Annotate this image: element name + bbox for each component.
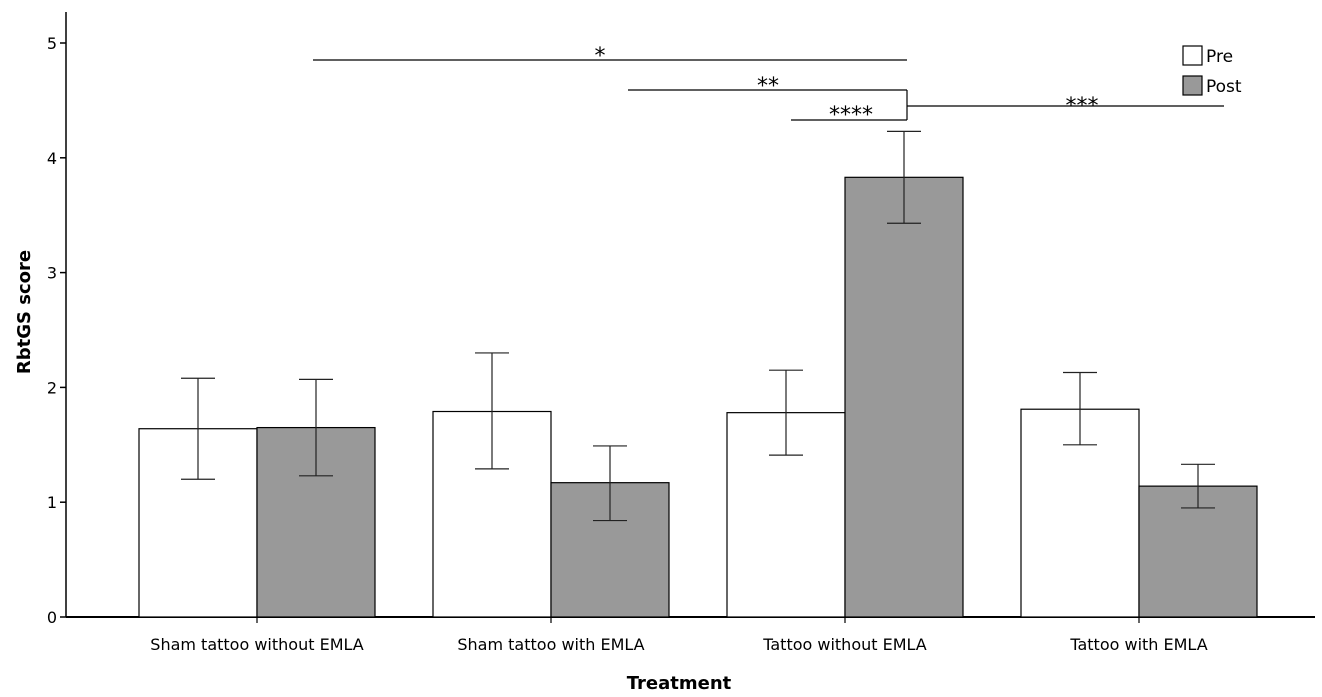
y-tick-label: 0 <box>47 608 57 627</box>
bars <box>138 176 1258 618</box>
significance-label: *** <box>1066 94 1099 119</box>
y-tick-label: 4 <box>47 149 57 168</box>
y-tick-label: 2 <box>47 378 57 397</box>
significance-label: **** <box>829 103 873 128</box>
bar-post <box>844 176 964 618</box>
x-tick-label: Tattoo with EMLA <box>1069 635 1207 654</box>
x-axis-title: Treatment <box>627 673 732 694</box>
x-tick-label: Sham tattoo without EMLA <box>150 635 363 654</box>
legend: Pre Post <box>1182 45 1242 97</box>
x-tick-label: Sham tattoo with EMLA <box>457 635 644 654</box>
significance-label: * <box>595 44 606 69</box>
significance-label: ** <box>757 74 779 99</box>
tick-labels: 0 1 2 3 4 5 Sham tattoo without EMLA Sham tatto… <box>47 34 1208 654</box>
y-tick-label: 5 <box>47 34 57 53</box>
y-tick-label: 3 <box>47 264 57 283</box>
significance-brackets: ******* *** <box>313 44 1224 128</box>
legend-swatch-pre <box>1182 45 1203 66</box>
x-tick-label: Tattoo without EMLA <box>762 635 927 654</box>
y-axis-title: RbtGS score <box>14 250 35 374</box>
error-bars <box>181 130 1215 522</box>
y-tick-label: 1 <box>47 493 57 512</box>
legend-label-post: Post <box>1206 77 1242 97</box>
legend-swatch-post <box>1182 75 1203 96</box>
legend-label-pre: Pre <box>1206 47 1233 67</box>
